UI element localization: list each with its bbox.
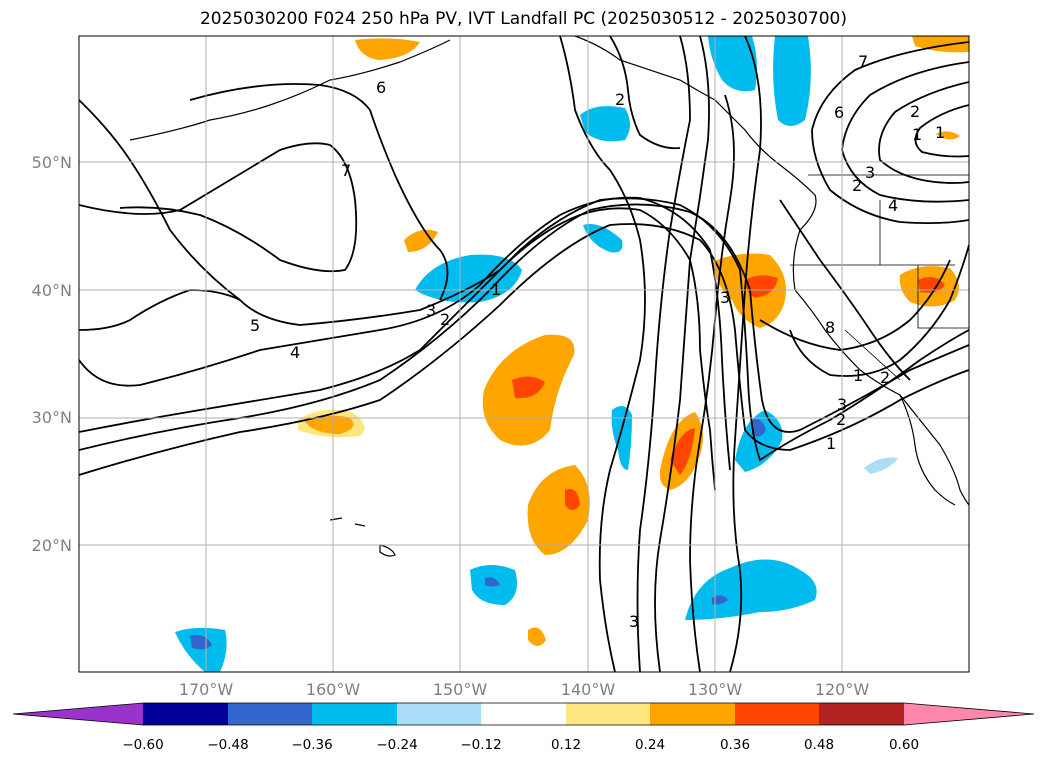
- contour-label: 1: [826, 434, 837, 453]
- contour-label: 7: [858, 52, 869, 71]
- pv-contours: [79, 36, 969, 672]
- colorbar-extend-right: [904, 703, 1034, 725]
- contour-label: 2: [852, 176, 863, 195]
- contour-label: 5: [250, 316, 261, 335]
- lat-label-40n: 40°N: [31, 281, 72, 300]
- colorbar-bin: [819, 703, 904, 725]
- lon-label-120w: 120°W: [814, 680, 870, 699]
- colorbar-tick: 0.36: [719, 737, 751, 753]
- colorbar-bin: [228, 703, 312, 725]
- figure-title: 2025030200 F024 250 hPa PV, IVT Landfall…: [199, 9, 847, 29]
- colorbar-bin: [397, 703, 481, 725]
- lat-label-20n: 20°N: [31, 536, 72, 555]
- colorbar-tick: −0.60: [122, 737, 164, 753]
- contour-label: 2: [910, 102, 921, 121]
- lon-label-130w: 130°W: [687, 680, 743, 699]
- contour-label: 7: [341, 161, 352, 180]
- contour-label: 3: [720, 288, 731, 307]
- colorbar-bin: [650, 703, 735, 725]
- colorbar-bin: [312, 703, 397, 725]
- colorbar-bin: [566, 703, 650, 725]
- negative-anomaly-patches: [175, 36, 898, 672]
- colorbar-tick: 0.12: [550, 737, 582, 753]
- colorbar-bin: [735, 703, 819, 725]
- contour-label: 2: [440, 310, 451, 329]
- shaded-pc-field: [79, 36, 969, 672]
- contour-label: 2: [880, 368, 891, 387]
- contour-label: 6: [376, 78, 387, 97]
- lon-label-160w: 160°W: [305, 680, 361, 699]
- contour-label: 3: [629, 612, 640, 631]
- contour-label: 4: [290, 343, 301, 362]
- colorbar-extend-left: [13, 703, 143, 725]
- colorbar-tick: 0.48: [803, 737, 835, 753]
- lon-label-140w: 140°W: [560, 680, 616, 699]
- contour-label: 4: [888, 196, 899, 215]
- colorbar-tick: −0.36: [291, 737, 333, 753]
- contour-label: 8: [825, 318, 836, 337]
- contour-label: 6: [834, 103, 845, 122]
- colorbar-bin: [481, 703, 566, 725]
- lon-label-170w: 170°W: [178, 680, 234, 699]
- positive-anomaly-patches: [298, 36, 969, 646]
- contour-label: 1: [912, 125, 923, 144]
- colorbar-tick: −0.24: [376, 737, 418, 753]
- map-frame: [78, 35, 970, 673]
- lat-label-30n: 30°N: [31, 408, 72, 427]
- contour-label: 1: [491, 280, 502, 299]
- contour-label: 3: [865, 163, 876, 182]
- colorbar: [12, 702, 1035, 726]
- colorbar-tick: 0.24: [634, 737, 666, 753]
- colorbar-tick: −0.12: [460, 737, 502, 753]
- colorbar-tick: −0.48: [207, 737, 249, 753]
- colorbar-bin: [143, 703, 228, 725]
- contour-label: 1: [935, 123, 946, 142]
- contour-label: 3: [837, 395, 848, 414]
- colorbar-tick: 0.60: [888, 737, 920, 753]
- lon-label-150w: 150°W: [432, 680, 488, 699]
- political-borders: [790, 174, 969, 381]
- gridlines: [79, 36, 969, 672]
- contour-label: 2: [615, 90, 626, 109]
- lat-label-50n: 50°N: [31, 153, 72, 172]
- contour-label: 2: [836, 410, 847, 429]
- contour-label: 1: [853, 366, 864, 385]
- contour-label: 3: [426, 301, 437, 320]
